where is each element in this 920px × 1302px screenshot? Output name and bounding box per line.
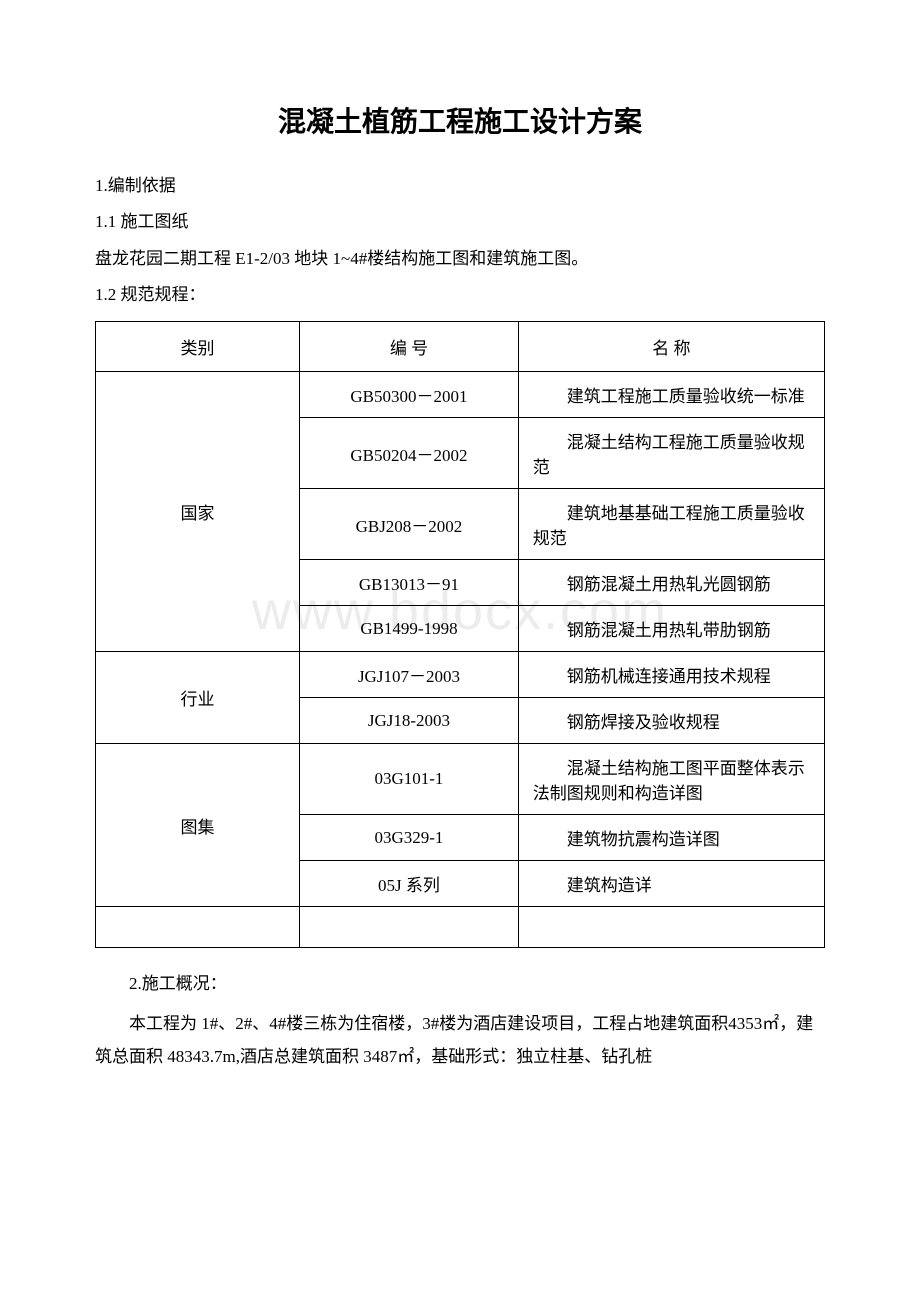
name-cell: 钢筋混凝土用热轧光圆钢筋 (518, 560, 824, 606)
table-row-empty (96, 907, 825, 948)
name-cell: 建筑物抗震构造详图 (518, 815, 824, 861)
code-cell: GB1499-1998 (300, 606, 519, 652)
header-category: 类别 (96, 322, 300, 372)
empty-cell (96, 907, 300, 948)
code-cell: GB13013－91 (300, 560, 519, 606)
document-content: 混凝土植筋工程施工设计方案 1.编制依据 1.1 施工图纸 盘龙花园二期工程 E… (95, 100, 825, 1073)
name-cell: 建筑构造详 (518, 861, 824, 907)
document-title: 混凝土植筋工程施工设计方案 (95, 100, 825, 140)
table-header-row: 类别 编 号 名 称 (96, 322, 825, 372)
category-cell: 行业 (96, 652, 300, 744)
section-1-1: 1.1 施工图纸 (95, 206, 825, 238)
empty-cell (300, 907, 519, 948)
name-cell: 钢筋机械连接通用技术规程 (518, 652, 824, 698)
header-code: 编 号 (300, 322, 519, 372)
table-row: 图集 03G101-1 混凝土结构施工图平面整体表示法制图规则和构造详图 (96, 744, 825, 815)
category-cell: 国家 (96, 372, 300, 652)
section-1-1-content: 盘龙花园二期工程 E1-2/03 地块 1~4#楼结构施工图和建筑施工图。 (95, 243, 825, 275)
section-2-content: 本工程为 1#、2#、4#楼三栋为住宿楼，3#楼为酒店建设项目，工程占地建筑面积… (95, 1008, 825, 1073)
category-cell: 图集 (96, 744, 300, 907)
code-cell: GB50204－2002 (300, 418, 519, 489)
name-cell: 钢筋混凝土用热轧带肋钢筋 (518, 606, 824, 652)
empty-cell (518, 907, 824, 948)
name-cell: 建筑工程施工质量验收统一标准 (518, 372, 824, 418)
header-name: 名 称 (518, 322, 824, 372)
standards-table: 类别 编 号 名 称 国家 GB50300－2001 建筑工程施工质量验收统一标… (95, 321, 825, 948)
code-cell: JGJ107－2003 (300, 652, 519, 698)
code-cell: 03G329-1 (300, 815, 519, 861)
section-2: 2.施工概况： (95, 968, 825, 1000)
name-cell: 混凝土结构施工图平面整体表示法制图规则和构造详图 (518, 744, 824, 815)
code-cell: 03G101-1 (300, 744, 519, 815)
code-cell: GBJ208－2002 (300, 489, 519, 560)
name-cell: 钢筋焊接及验收规程 (518, 698, 824, 744)
section-1: 1.编制依据 (95, 170, 825, 202)
code-cell: 05J 系列 (300, 861, 519, 907)
name-cell: 建筑地基基础工程施工质量验收规范 (518, 489, 824, 560)
code-cell: GB50300－2001 (300, 372, 519, 418)
code-cell: JGJ18-2003 (300, 698, 519, 744)
table-row: 行业 JGJ107－2003 钢筋机械连接通用技术规程 (96, 652, 825, 698)
section-1-2: 1.2 规范规程： (95, 279, 825, 311)
table-row: 国家 GB50300－2001 建筑工程施工质量验收统一标准 (96, 372, 825, 418)
name-cell: 混凝土结构工程施工质量验收规范 (518, 418, 824, 489)
